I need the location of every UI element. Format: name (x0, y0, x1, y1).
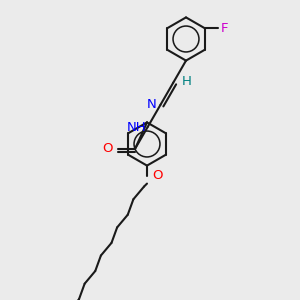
Text: NH: NH (127, 121, 146, 134)
Text: H: H (182, 75, 191, 88)
Text: N: N (147, 98, 157, 111)
Text: O: O (102, 142, 112, 155)
Text: O: O (152, 169, 163, 182)
Text: F: F (220, 22, 228, 35)
